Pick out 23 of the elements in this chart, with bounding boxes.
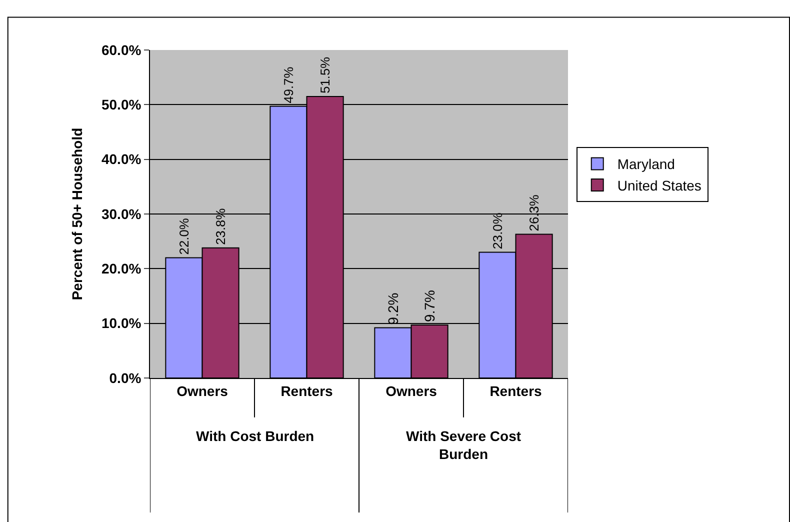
y-tick-label: 60.0% xyxy=(101,42,142,58)
text: With Severe Cost Burden xyxy=(406,428,522,462)
x-tick-label: Renters xyxy=(490,382,542,399)
y-tick-label: 50.0% xyxy=(101,96,142,113)
y-axis-title: Percent of 50+ Household xyxy=(69,128,86,300)
legend-label: United States xyxy=(617,177,702,194)
y-tick-label: 0.0% xyxy=(109,370,142,386)
data-label: 22.0% xyxy=(176,218,192,255)
x-tick-label: Renters xyxy=(280,382,334,399)
text: With Cost Burden xyxy=(196,428,314,444)
legend-label: Maryland xyxy=(617,156,675,172)
data-label: 51.5% xyxy=(318,56,333,94)
data-label: 23.8% xyxy=(213,208,228,245)
data-label: 9.7% xyxy=(422,290,438,322)
data-label: 23.0% xyxy=(490,212,506,250)
y-tick-label: 10.0% xyxy=(101,315,142,332)
y-tick-label: 30.0% xyxy=(101,206,142,222)
data-label: 49.7% xyxy=(281,66,296,104)
x-tick-label: Owners xyxy=(176,382,228,399)
y-tick-label: 20.0% xyxy=(101,260,142,277)
data-label: 26.3% xyxy=(526,194,542,232)
y-tick-label: 40.0% xyxy=(101,151,142,168)
x-tick-label: Owners xyxy=(386,382,438,399)
